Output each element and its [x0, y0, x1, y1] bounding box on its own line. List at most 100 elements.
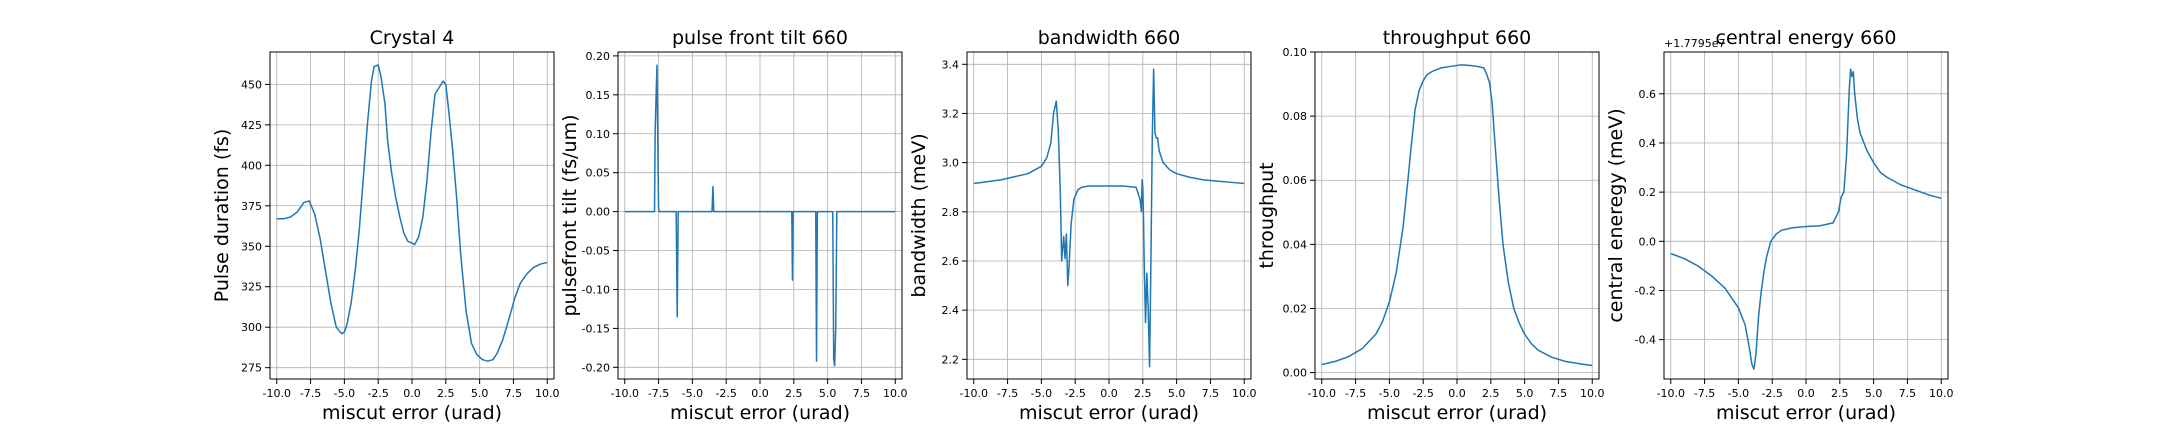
x-axis-label: miscut error (urad): [1716, 402, 1896, 424]
series-line-3-1: [973, 68, 1245, 368]
x-tick-label: 2.5: [1482, 387, 1500, 400]
x-tick-label: 2.5: [1831, 387, 1849, 400]
series-line-2-1: [624, 64, 896, 367]
y-axis-label: throughput: [1256, 162, 1278, 268]
x-tick-label: 0.0: [1100, 387, 1118, 400]
x-tick-label: -7.5: [1345, 387, 1366, 400]
y-tick-label: -0.4: [1635, 334, 1656, 347]
x-tick-label: 5.0: [1168, 387, 1186, 400]
y-tick-label: -0.20: [582, 361, 610, 374]
y-tick-label: 450: [241, 78, 262, 91]
x-tick-label: 10.0: [1929, 387, 1954, 400]
x-tick-label: -2.5: [1761, 387, 1782, 400]
y-tick-label: 275: [241, 362, 262, 375]
y-tick-label: 0.00: [586, 206, 611, 219]
plot-frame: [1663, 51, 1949, 380]
y-axis-label: pulsefront tilt (fs/um): [559, 114, 581, 316]
x-tick-label: 5.0: [1516, 387, 1534, 400]
y-tick-label: 400: [241, 159, 262, 172]
y-tick-label: 0.0: [1639, 235, 1657, 248]
x-axis-label: miscut error (urad): [670, 402, 850, 424]
chart-panel-5: -10.0 -7.5 -5.0 -2.5 0.0 2.5 5.0 7.5 10.0 -0.4 -0.…: [1605, 27, 1953, 424]
series-line-4-1: [1321, 64, 1593, 367]
x-tick-label: -5.0: [1728, 387, 1749, 400]
y-axis-offset-text: +1.7795e7: [1664, 37, 1725, 50]
y-axis-label: central eneregy (meV): [1605, 108, 1627, 322]
x-tick-label: -7.5: [1694, 387, 1715, 400]
x-tick-label: 7.5: [1202, 387, 1220, 400]
x-tick-label: -5.0: [334, 387, 355, 400]
x-axis-label: miscut error (urad): [322, 402, 502, 424]
chart-panel-4: -10.0 -7.5 -5.0 -2.5 0.0 2.5 5.0 7.5 10.0 0.00 0.0…: [1256, 27, 1604, 424]
y-tick-label: 0.4: [1639, 137, 1657, 150]
x-tick-label: -7.5: [648, 387, 669, 400]
y-tick-label: 2.6: [942, 255, 960, 268]
x-tick-label: -10.0: [611, 387, 639, 400]
y-tick-label: 0.10: [586, 128, 611, 141]
chart-title: pulse front tilt 660: [672, 27, 848, 49]
x-tick-label: 10.0: [883, 387, 908, 400]
chart-title: throughput 660: [1383, 27, 1532, 49]
x-tick-label: 5.0: [471, 387, 489, 400]
x-axis-label: miscut error (urad): [1019, 402, 1199, 424]
series-line-5-1: [1670, 68, 1942, 370]
y-tick-label: 0.05: [586, 167, 611, 180]
y-tick-label: 0.08: [1283, 110, 1308, 123]
y-tick-label: -0.2: [1635, 284, 1656, 297]
y-tick-label: 300: [241, 321, 262, 334]
y-tick-label: -0.05: [582, 245, 610, 258]
x-tick-label: -10.0: [960, 387, 988, 400]
y-tick-label: 0.02: [1283, 302, 1308, 315]
y-tick-label: 2.4: [942, 304, 960, 317]
x-tick-label: -5.0: [1379, 387, 1400, 400]
y-tick-label: -0.10: [582, 283, 610, 296]
x-tick-label: -10.0: [1308, 387, 1336, 400]
y-tick-label: 0.10: [1283, 46, 1308, 59]
y-tick-label: 0.15: [586, 89, 611, 102]
x-tick-label: 7.5: [505, 387, 523, 400]
plot-frame: [966, 51, 1252, 380]
chart-panel-1: -10.0 -7.5 -5.0 -2.5 0.0 2.5 5.0 7.5 10.0 275 300 3…: [211, 27, 559, 424]
x-tick-label: 5.0: [1865, 387, 1883, 400]
x-tick-label: 0.0: [1797, 387, 1815, 400]
y-tick-label: 325: [241, 281, 262, 294]
y-tick-label: -0.15: [582, 322, 610, 335]
x-tick-label: 7.5: [1550, 387, 1568, 400]
y-tick-label: 0.06: [1283, 174, 1308, 187]
series-line-1-1: [276, 64, 548, 362]
plot-frame: [1314, 51, 1600, 380]
y-axis-label: Pulse duration (fs): [211, 129, 233, 302]
x-tick-label: 0.0: [751, 387, 769, 400]
chart-panel-3: -10.0 -7.5 -5.0 -2.5 0.0 2.5 5.0 7.5 10.0 2.2 2.4 2…: [908, 27, 1256, 424]
chart-title: bandwidth 660: [1038, 27, 1180, 49]
y-tick-label: 375: [241, 200, 262, 213]
x-tick-label: 0.0: [403, 387, 421, 400]
plot-frame: [269, 51, 555, 380]
chart-panel-2: -10.0 -7.5 -5.0 -2.5 0.0 2.5 5.0 7.5 10.0 -0.20 -0…: [559, 27, 907, 424]
x-tick-label: -2.5: [715, 387, 736, 400]
x-tick-label: -2.5: [367, 387, 388, 400]
x-tick-label: 0.0: [1448, 387, 1466, 400]
y-tick-label: 3.0: [942, 157, 960, 170]
chart-title: central energy 660: [1716, 27, 1897, 49]
y-tick-label: 0.04: [1283, 238, 1308, 251]
y-tick-label: 2.8: [942, 206, 960, 219]
x-tick-label: -5.0: [1031, 387, 1052, 400]
y-axis-label: bandwidth (meV): [908, 133, 930, 297]
x-tick-label: 2.5: [785, 387, 803, 400]
x-tick-label: 10.0: [535, 387, 560, 400]
y-tick-label: 2.2: [942, 353, 960, 366]
x-tick-label: -2.5: [1064, 387, 1085, 400]
x-tick-label: 2.5: [1134, 387, 1152, 400]
y-tick-label: 0.6: [1639, 88, 1657, 101]
x-tick-label: -5.0: [682, 387, 703, 400]
y-tick-label: 0.2: [1639, 186, 1657, 199]
x-tick-label: 10.0: [1580, 387, 1605, 400]
x-tick-label: -2.5: [1412, 387, 1433, 400]
y-tick-label: 3.4: [942, 58, 960, 71]
x-tick-label: -10.0: [1657, 387, 1685, 400]
y-tick-label: 3.2: [942, 107, 960, 120]
y-tick-label: 0.00: [1283, 367, 1308, 380]
chart-title: Crystal 4: [370, 27, 455, 49]
